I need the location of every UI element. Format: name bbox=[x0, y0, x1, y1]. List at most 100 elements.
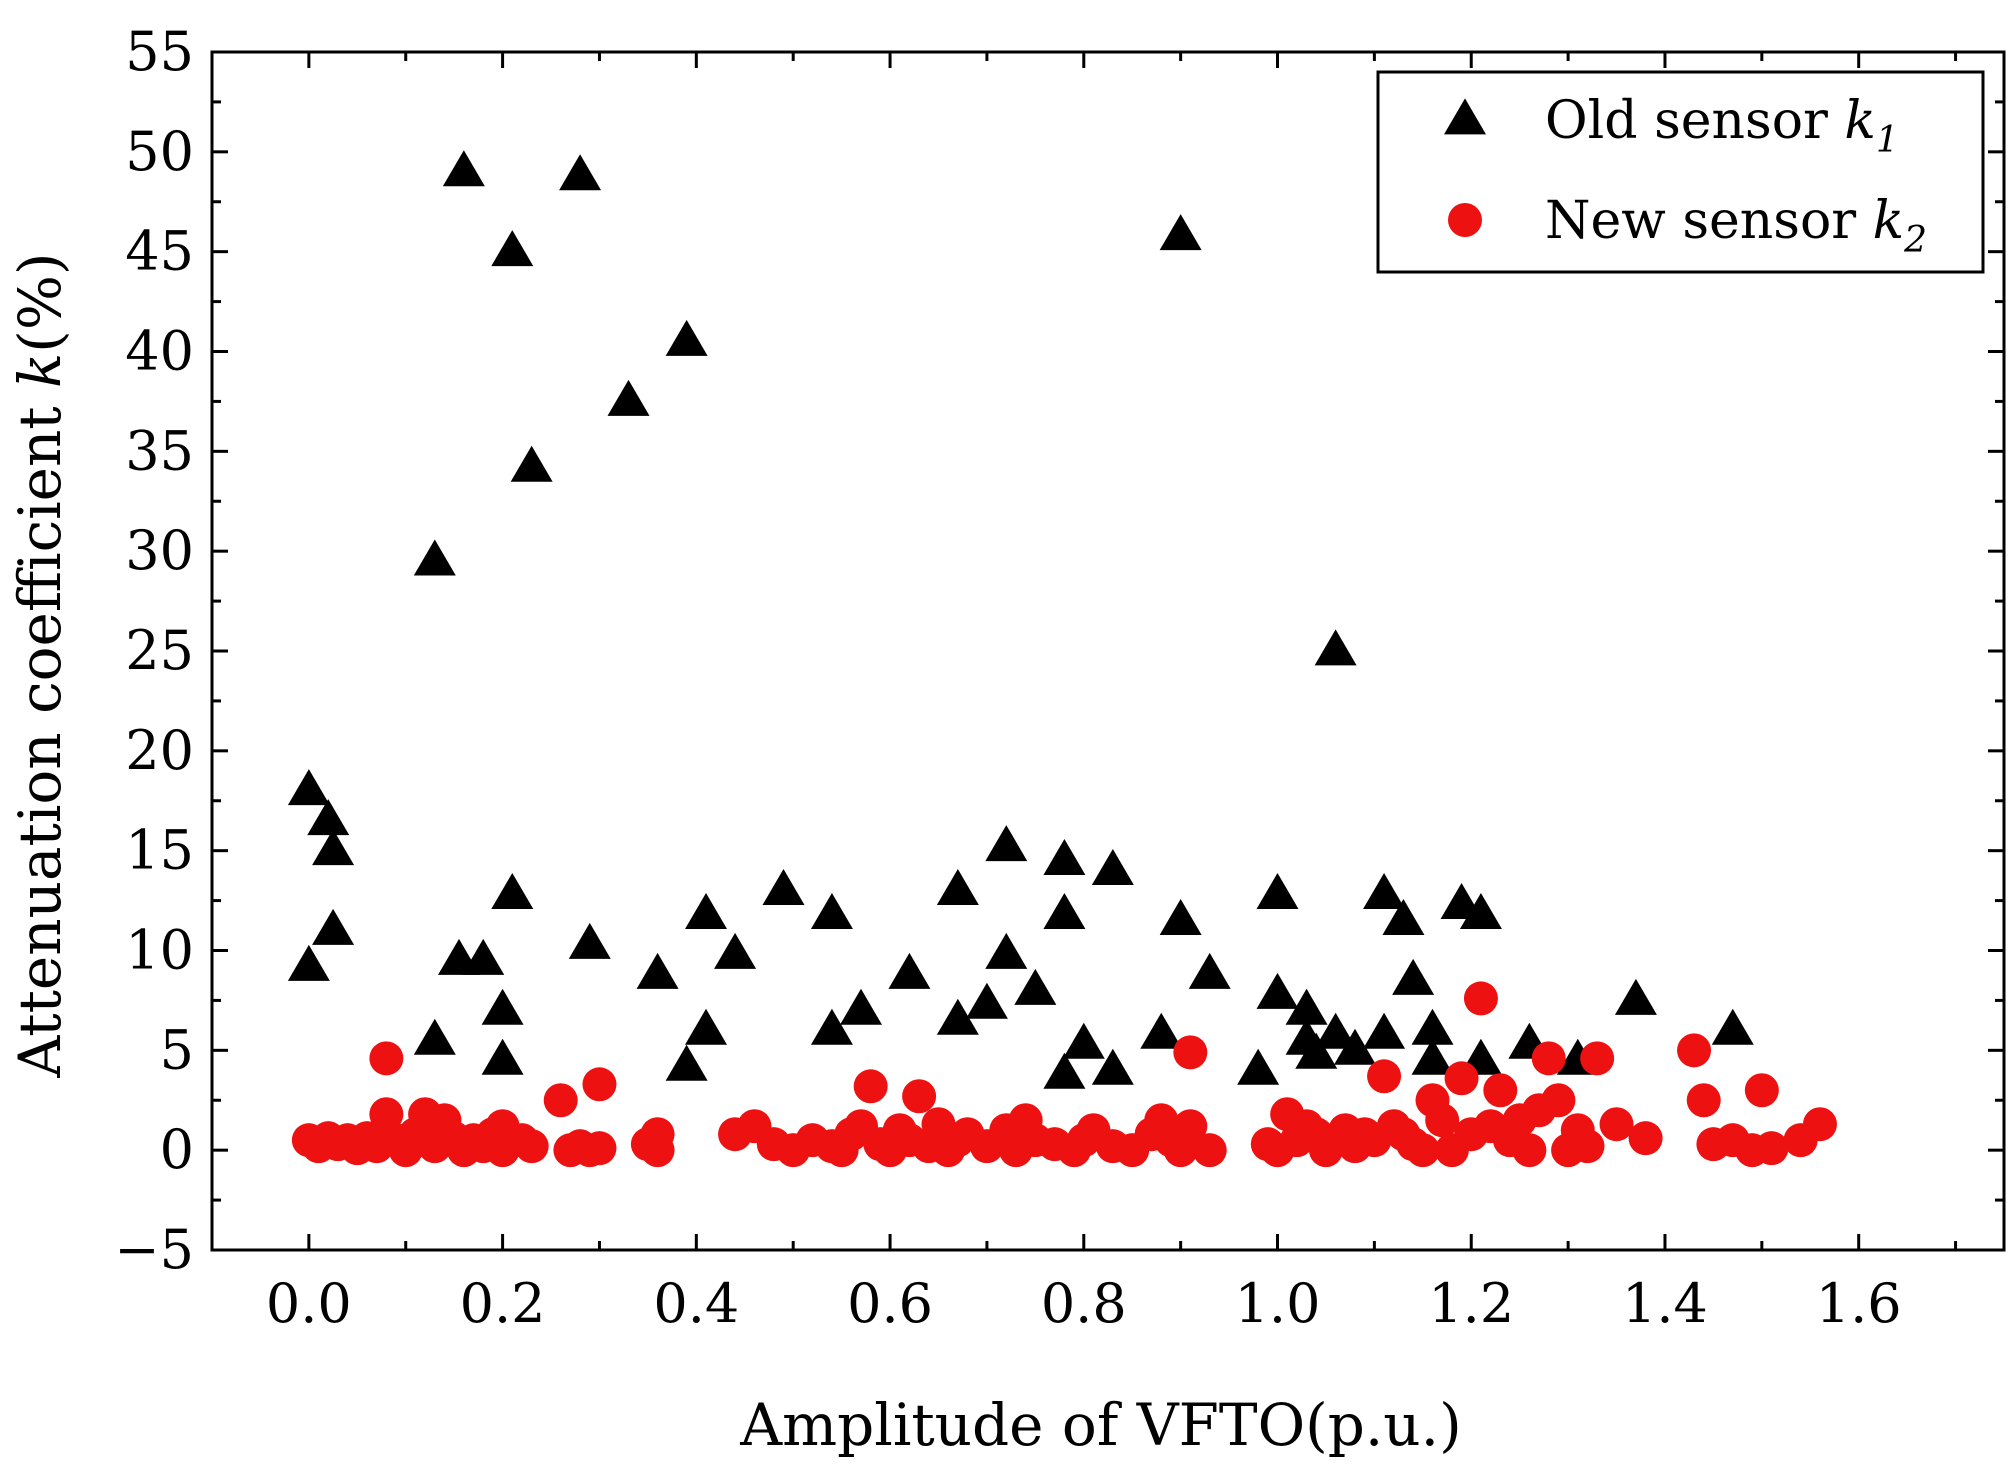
new-sensor-point bbox=[1628, 1121, 1663, 1156]
new-sensor-point bbox=[640, 1133, 675, 1168]
old-sensor-point bbox=[307, 799, 350, 836]
y-axis-title-variable: k bbox=[6, 353, 74, 388]
y-tick-label: 30 bbox=[125, 519, 194, 582]
legend-label: Old sensor k1 bbox=[1545, 91, 1899, 161]
x-tick-label: 0.8 bbox=[1041, 1272, 1127, 1335]
new-sensor-point bbox=[1405, 1133, 1440, 1168]
y-tick-label: 15 bbox=[125, 819, 194, 882]
legend-label-subscript: 2 bbox=[1903, 220, 1927, 261]
old-sensor-point bbox=[1392, 958, 1435, 995]
old-sensor-point bbox=[839, 988, 882, 1025]
old-sensor-point bbox=[462, 938, 505, 975]
old-sensor-point bbox=[810, 1008, 853, 1045]
old-sensor-point bbox=[312, 829, 355, 866]
old-sensor-point bbox=[665, 319, 708, 356]
old-sensor-point bbox=[1256, 872, 1299, 909]
old-sensor-point bbox=[1140, 1012, 1183, 1049]
y-tick-label: 40 bbox=[125, 320, 194, 383]
x-tick-label: 0.6 bbox=[847, 1272, 933, 1335]
old-sensor-point bbox=[481, 988, 524, 1025]
new-sensor-point bbox=[1677, 1033, 1712, 1068]
old-sensor-point bbox=[1062, 1022, 1105, 1059]
old-sensor-point bbox=[287, 769, 330, 806]
new-sensor-point bbox=[543, 1083, 578, 1118]
y-axis-title-unit: (%) bbox=[6, 252, 74, 352]
old-sensor-point bbox=[1043, 839, 1086, 876]
old-sensor-point bbox=[1043, 1052, 1086, 1089]
old-sensor-point bbox=[762, 869, 805, 905]
old-sensor-point bbox=[1363, 1012, 1406, 1049]
legend-label-main: New sensor bbox=[1545, 191, 1873, 251]
old-sensor-point bbox=[559, 154, 602, 191]
x-tick-label: 1.0 bbox=[1235, 1272, 1321, 1335]
x-tick-label: 1.4 bbox=[1622, 1272, 1708, 1335]
x-tick-label: 0.0 bbox=[266, 1272, 352, 1335]
old-sensor-point bbox=[1285, 988, 1328, 1025]
old-sensor-point bbox=[1459, 892, 1502, 929]
old-sensor-point bbox=[1314, 629, 1357, 666]
new-sensor-point bbox=[1531, 1041, 1566, 1076]
old-sensor-point bbox=[1188, 952, 1231, 989]
new-sensor-point bbox=[1173, 1109, 1208, 1144]
old-sensor-point bbox=[1091, 849, 1134, 886]
old-sensor-point bbox=[1711, 1008, 1754, 1045]
old-sensor-point bbox=[1295, 1032, 1338, 1069]
new-sensor-point bbox=[1425, 1103, 1460, 1138]
new-sensor-point bbox=[1686, 1083, 1721, 1118]
new-sensor-point bbox=[1512, 1133, 1547, 1168]
y-tick-label: 5 bbox=[160, 1018, 194, 1081]
old-sensor-point bbox=[1256, 972, 1299, 1009]
x-tick-label: 0.2 bbox=[460, 1272, 546, 1335]
y-tick-label: 45 bbox=[125, 220, 194, 283]
legend-box bbox=[1376, 70, 1985, 274]
series-new-sensor bbox=[291, 981, 1837, 1168]
x-tick-label: 1.2 bbox=[1428, 1272, 1514, 1335]
new-sensor-point bbox=[1192, 1133, 1227, 1168]
new-sensor-point bbox=[1802, 1107, 1837, 1142]
old-sensor-point bbox=[1159, 898, 1202, 935]
old-sensor-point bbox=[810, 892, 853, 929]
old-sensor-point bbox=[413, 539, 456, 576]
old-sensor-point bbox=[442, 150, 485, 187]
old-sensor-point bbox=[665, 1044, 708, 1081]
new-sensor-point bbox=[1483, 1073, 1518, 1108]
y-tick-label: 25 bbox=[125, 619, 194, 682]
old-sensor-point bbox=[1014, 968, 1057, 1005]
new-sensor-point bbox=[582, 1067, 617, 1102]
legend-label-main: Old sensor bbox=[1545, 91, 1844, 151]
new-sensor-point bbox=[1367, 1059, 1402, 1094]
legend-label-subscript: 1 bbox=[1876, 120, 1899, 161]
legend-triangle-marker bbox=[1444, 98, 1486, 135]
old-sensor-point bbox=[491, 230, 534, 267]
old-sensor-point bbox=[1363, 872, 1406, 909]
old-sensor-point bbox=[985, 825, 1028, 862]
y-tick-label: 0 bbox=[160, 1118, 194, 1181]
legend-circle-marker bbox=[1448, 203, 1482, 237]
old-sensor-point bbox=[965, 982, 1008, 1019]
old-sensor-point bbox=[287, 944, 330, 981]
old-sensor-point bbox=[1237, 1048, 1280, 1085]
old-sensor-point bbox=[1334, 1028, 1377, 1065]
new-sensor-point bbox=[582, 1131, 617, 1166]
new-sensor-point bbox=[902, 1079, 937, 1114]
new-sensor-point bbox=[1541, 1083, 1576, 1118]
new-sensor-point bbox=[369, 1097, 404, 1132]
new-sensor-point bbox=[1599, 1107, 1634, 1142]
new-sensor-point bbox=[1173, 1035, 1208, 1070]
old-sensor-point bbox=[491, 872, 534, 909]
old-sensor-point bbox=[1159, 214, 1202, 251]
old-sensor-point bbox=[1043, 892, 1086, 929]
new-sensor-point bbox=[1744, 1073, 1779, 1108]
y-tick-label: −5 bbox=[114, 1218, 194, 1281]
old-sensor-point bbox=[888, 952, 931, 989]
old-sensor-point bbox=[685, 892, 728, 929]
old-sensor-point bbox=[714, 932, 757, 969]
y-axis-title: Attenuation coefficient k(%) bbox=[6, 252, 74, 1078]
new-sensor-point bbox=[514, 1129, 549, 1164]
new-sensor-point bbox=[853, 1069, 888, 1104]
new-sensor-point bbox=[369, 1041, 404, 1076]
y-tick-label: 55 bbox=[125, 20, 194, 83]
old-sensor-point bbox=[1091, 1048, 1134, 1085]
